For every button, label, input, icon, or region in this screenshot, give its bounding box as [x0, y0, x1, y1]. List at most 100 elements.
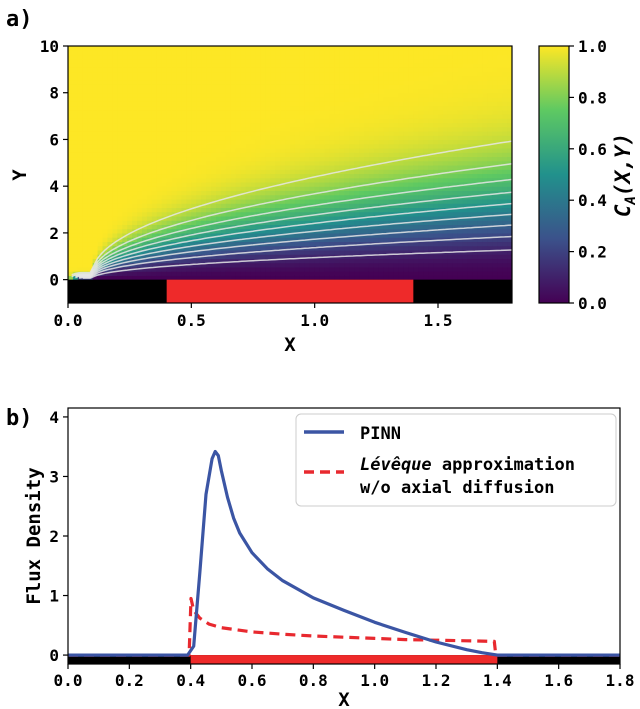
heatmap-cell [314, 71, 321, 77]
heatmap-cell [201, 101, 207, 107]
heatmap-cell [220, 88, 227, 94]
heatmap-cell [383, 211, 390, 217]
y-tick-label: 8 [49, 84, 59, 103]
heatmap-cell [68, 262, 74, 268]
heatmap-cell [452, 109, 459, 115]
heatmap-cell [285, 46, 291, 51]
heatmap-cell [334, 84, 340, 90]
heatmap-cell [225, 58, 232, 64]
heatmap-cell [68, 266, 74, 272]
heatmap-cell [250, 54, 257, 60]
heatmap-cell [280, 62, 286, 68]
heatmap-cell [68, 126, 74, 132]
heatmap-cell [368, 113, 375, 119]
heatmap-cell [92, 67, 99, 73]
heatmap-cell [359, 169, 365, 175]
heatmap-cell [447, 67, 454, 73]
heatmap-cell [211, 96, 217, 102]
heatmap-cell [314, 58, 321, 64]
heatmap-cell [142, 245, 148, 251]
heatmap-cell [309, 147, 316, 153]
heatmap-cell [378, 139, 385, 145]
heatmap-cell [304, 62, 311, 68]
heatmap-cell [408, 271, 414, 276]
heatmap-cell [260, 194, 266, 200]
heatmap-cell [393, 143, 400, 149]
heatmap-cell [132, 177, 138, 183]
heatmap-cell [146, 190, 153, 196]
heatmap-cell [275, 109, 281, 115]
heatmap-cell [299, 258, 306, 264]
heatmap-cell [502, 62, 508, 68]
heatmap-cell [467, 177, 474, 183]
heatmap-cell [378, 275, 385, 281]
heatmap-cell [260, 181, 266, 187]
heatmap-cell [68, 105, 74, 111]
heatmap-cell [418, 241, 424, 247]
heatmap-cell [324, 190, 331, 196]
heatmap-cell [265, 232, 271, 238]
heatmap-cell [250, 109, 257, 115]
heatmap-cell [250, 254, 257, 259]
heatmap-cell [408, 177, 414, 183]
heatmap-cell [275, 147, 281, 153]
heatmap-cell [97, 275, 104, 281]
heatmap-cell [329, 152, 335, 158]
heatmap-cell [132, 75, 138, 81]
heatmap-cell [497, 211, 503, 217]
heatmap-cell [196, 160, 202, 166]
heatmap-cell [230, 266, 237, 272]
heatmap-cell [270, 160, 276, 166]
heatmap-cell [418, 232, 424, 238]
heatmap-cell [309, 186, 316, 192]
heatmap-cell [294, 186, 301, 192]
heatmap-cell [72, 147, 79, 153]
heatmap-cell [457, 54, 464, 60]
heatmap-cell [423, 122, 429, 128]
heatmap-cell [368, 84, 375, 90]
heatmap-cell [487, 194, 493, 200]
heatmap-cell [245, 152, 252, 158]
heatmap-cell [314, 79, 321, 85]
heatmap-cell [502, 169, 508, 175]
heatmap-cell [156, 135, 163, 141]
heatmap-cell [216, 118, 222, 124]
heatmap-cell [82, 113, 89, 119]
heatmap-cell [290, 181, 296, 187]
heatmap-cell [260, 237, 266, 243]
heatmap-cell [270, 58, 276, 64]
heatmap-cell [507, 207, 512, 213]
heatmap-cell [235, 169, 242, 175]
heatmap-cell [77, 79, 84, 85]
heatmap-cell [398, 203, 405, 209]
heatmap-cell [319, 67, 326, 73]
heatmap-cell [191, 198, 197, 204]
heatmap-cell [428, 84, 434, 90]
heatmap-cell [127, 118, 133, 124]
heatmap-cell [265, 211, 271, 217]
heatmap-cell [294, 190, 301, 196]
heatmap-cell [309, 164, 316, 170]
heatmap-cell [87, 237, 94, 243]
heatmap-cell [186, 186, 192, 192]
heatmap-cell [383, 266, 390, 272]
heatmap-cell [122, 266, 128, 272]
heatmap-cell [309, 88, 316, 94]
heatmap-cell [122, 220, 128, 226]
heatmap-cell [117, 275, 123, 281]
heatmap-cell [433, 177, 439, 183]
heatmap-cell [137, 160, 143, 166]
heatmap-cell [403, 173, 409, 179]
heatmap-cell [507, 75, 512, 81]
heatmap-cell [275, 156, 281, 162]
heatmap-cell [299, 62, 306, 68]
heatmap-cell [502, 75, 508, 81]
heatmap-cell [196, 135, 202, 141]
heatmap-cell [364, 215, 370, 221]
heatmap-cell [92, 224, 99, 230]
heatmap-cell [87, 173, 94, 179]
heatmap-cell [72, 258, 79, 264]
heatmap-cell [107, 181, 113, 187]
heatmap-cell [447, 224, 454, 230]
heatmap-cell [127, 173, 133, 179]
